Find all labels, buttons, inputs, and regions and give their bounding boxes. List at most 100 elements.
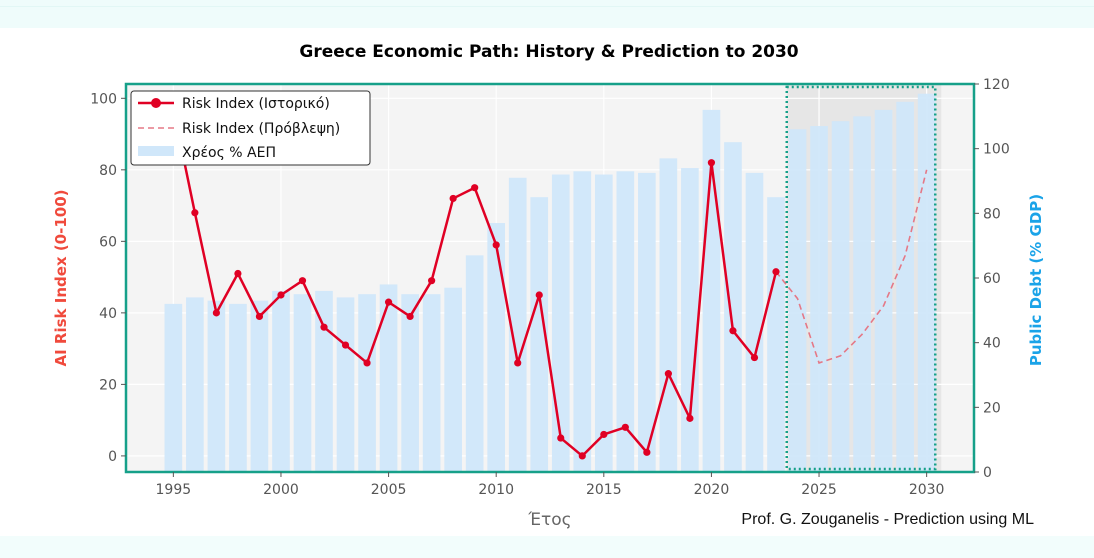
left-axis-label: AI Risk Index (0-100) — [52, 190, 70, 367]
history-point — [384, 298, 393, 306]
debt-bar — [186, 297, 204, 472]
y-right-tick-label: 80 — [983, 206, 1001, 222]
debt-bar — [508, 177, 527, 472]
history-point — [750, 353, 759, 362]
y-left-tick-label: 40 — [99, 306, 117, 322]
debt-bar — [616, 171, 635, 473]
debt-bar — [530, 197, 549, 472]
x-tick-label: 2010 — [478, 482, 514, 498]
legend-history-swatch-marker — [151, 98, 161, 108]
debt-bar — [379, 284, 398, 472]
top-band — [0, 0, 1094, 28]
history-point — [191, 209, 199, 217]
debt-bar — [788, 129, 807, 472]
x-tick-label: 2030 — [909, 482, 945, 498]
x-tick-label: 2020 — [694, 482, 730, 498]
x-tick-label: 1995 — [156, 482, 192, 498]
y-right-tick-label: 40 — [983, 336, 1001, 352]
history-point — [320, 323, 328, 331]
history-point — [341, 341, 350, 349]
y-left-tick-label: 80 — [99, 163, 117, 179]
history-point — [772, 268, 780, 276]
footer-credit: Prof. G. Zouganelis - Prediction using M… — [741, 511, 1034, 528]
debt-bar — [874, 109, 893, 472]
debt-bar — [164, 303, 183, 472]
debt-bar — [250, 300, 269, 472]
x-tick-label: 2005 — [371, 482, 407, 498]
x-tick-label: 2000 — [263, 482, 299, 498]
forecast-frame — [785, 85, 937, 471]
debt-bar — [465, 255, 484, 472]
debt-bar — [853, 116, 871, 472]
top-band-line — [0, 6, 1094, 7]
y-right-tick-label: 0 — [983, 465, 992, 481]
debt-bar — [681, 168, 699, 473]
legend-box — [130, 90, 371, 166]
y-left-tick-label: 0 — [108, 449, 117, 465]
history-point — [514, 359, 522, 367]
history-point — [492, 241, 500, 249]
history-point — [621, 423, 629, 431]
y-right-tick-label: 60 — [983, 271, 1001, 287]
debt-bar — [336, 297, 355, 472]
history-point — [557, 434, 565, 442]
x-tick-label: 2025 — [801, 482, 837, 498]
debt-bar — [272, 290, 290, 472]
chart-title: Greece Economic Path: History & Predicti… — [299, 42, 798, 62]
debt-bar — [917, 93, 936, 472]
y-right-tick-label: 100 — [983, 142, 1010, 158]
right-axis-label: Public Debt (% GDP) — [1027, 194, 1045, 366]
debt-bar — [745, 172, 764, 472]
debt-bar — [551, 174, 570, 473]
history-point — [535, 291, 543, 299]
debt-bar — [573, 171, 592, 473]
history-point — [664, 370, 672, 378]
legend-history-label: Risk Index (Ιστορικό) — [182, 96, 330, 112]
debt-bar — [810, 126, 828, 473]
history-point — [255, 312, 264, 321]
debt-bar — [293, 294, 312, 472]
debt-bar — [422, 294, 441, 472]
debt-bar — [638, 172, 656, 472]
history-point — [578, 452, 586, 460]
history-point — [234, 269, 242, 278]
history-point — [212, 309, 220, 317]
y-right-tick-label: 20 — [983, 400, 1001, 416]
history-point — [428, 277, 436, 285]
x-axis-label: Έτος — [527, 510, 571, 530]
debt-bar — [831, 121, 850, 472]
y-left-tick-label: 60 — [99, 234, 117, 250]
legend-debt-label: Χρέος % ΑΕΠ — [182, 145, 276, 161]
debt-bar — [401, 294, 419, 472]
legend-debt-swatch — [138, 146, 174, 156]
bottom-band — [0, 536, 1094, 558]
debt-bar — [487, 223, 506, 472]
debt-bar — [659, 158, 678, 472]
y-left-tick-label: 100 — [90, 91, 117, 107]
history-point — [406, 312, 414, 321]
history-point — [298, 277, 307, 285]
history-point — [729, 327, 737, 335]
debt-bar — [229, 303, 247, 472]
debt-bar — [444, 287, 462, 472]
history-point — [363, 359, 371, 367]
legend: Risk Index (Ιστορικό) Risk Index (Πρόβλε… — [130, 90, 371, 166]
debt-bar — [315, 290, 333, 472]
debt-bar — [896, 101, 914, 473]
history-point — [449, 194, 457, 203]
debt-bar — [767, 197, 785, 472]
debt-bar — [358, 294, 376, 472]
debt-bar — [594, 174, 613, 473]
history-point — [277, 291, 285, 299]
forecast-line — [775, 169, 928, 364]
y-right-tick-label: 120 — [983, 77, 1010, 93]
history-point — [471, 184, 479, 192]
history-point — [643, 448, 651, 456]
y-left-tick-label: 20 — [99, 377, 117, 393]
x-tick-label: 2015 — [586, 482, 622, 498]
history-point — [707, 159, 716, 167]
debt-bar — [724, 142, 742, 472]
legend-forecast-label: Risk Index (Πρόβλεψη) — [182, 121, 340, 137]
history-point — [600, 430, 608, 439]
history-point — [686, 414, 694, 422]
